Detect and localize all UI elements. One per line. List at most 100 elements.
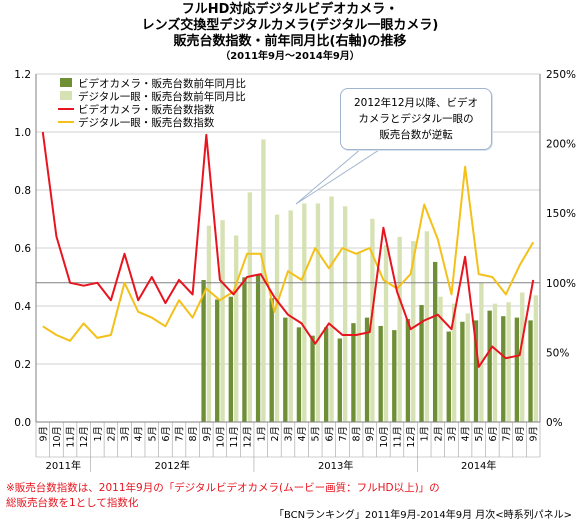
bar-dslr-yoy — [411, 241, 416, 422]
x-year-label: 2013年 — [318, 459, 353, 472]
bar-dslr-yoy — [438, 296, 443, 422]
bar-video-yoy — [487, 310, 492, 422]
x-tick-label: 11月 — [66, 426, 77, 448]
bar-video-yoy — [337, 338, 342, 422]
bar-dslr-yoy — [492, 303, 498, 422]
y-right-tick-label: 250% — [546, 69, 576, 81]
legend-swatch — [60, 91, 72, 100]
x-tick-label: 2月 — [270, 426, 281, 442]
bar-video-yoy — [201, 280, 206, 422]
bar-dslr-yoy — [206, 225, 212, 422]
bar-video-yoy — [324, 327, 329, 422]
annotation-line-2: カメラとデジタル一眼の — [358, 113, 474, 125]
bar-dslr-yoy — [234, 235, 239, 422]
bar-video-yoy — [255, 274, 261, 422]
y-left-tick-label: 0.0 — [14, 417, 31, 429]
x-tick-label: 11月 — [229, 426, 240, 448]
footnote-line-1: ※販売台数指数は、2011年9月の「デジタルビデオカメラ(ムービー画質：フルHD… — [6, 482, 440, 494]
bar-video-yoy — [473, 320, 479, 422]
x-year-label: 2011年 — [46, 459, 81, 472]
bar-video-yoy — [432, 261, 438, 422]
legend-swatch — [60, 78, 72, 87]
x-tick-label: 1月 — [256, 426, 267, 442]
bar-dslr-yoy — [383, 245, 389, 422]
x-tick-label: 7月 — [338, 426, 349, 442]
bar-dslr-yoy — [302, 203, 307, 422]
y-right-tick-label: 50% — [546, 347, 569, 359]
y-right-tick-label: 100% — [546, 278, 576, 290]
x-tick-label: 4月 — [461, 426, 472, 442]
x-tick-label: 8月 — [188, 426, 199, 442]
x-tick-label: 5月 — [311, 426, 322, 442]
bar-dslr-yoy — [397, 236, 402, 422]
bar-dslr-yoy — [520, 292, 525, 422]
bar-dslr-yoy — [479, 282, 484, 422]
y-left-tick-label: 0.4 — [14, 301, 31, 313]
y-left-tick-label: 1.2 — [14, 69, 31, 81]
x-tick-label: 7月 — [175, 426, 186, 442]
x-tick-label: 2月 — [106, 426, 117, 442]
bar-video-yoy — [419, 305, 424, 422]
annotation-callout: 2012年12月以降、ビデオ カメラとデジタル一眼の 販売台数が逆転 — [340, 88, 492, 150]
footnote: ※販売台数指数は、2011年9月の「デジタルビデオカメラ(ムービー画質：フルHD… — [6, 481, 440, 511]
x-tick-label: 10月 — [52, 426, 63, 448]
title-period: （2011年9月〜2014年9月） — [220, 51, 360, 62]
x-tick-label: 9月 — [365, 426, 376, 442]
bar-video-yoy — [514, 317, 520, 422]
annotation-line-1: 2012年12月以降、ビデオ — [353, 97, 479, 109]
x-tick-label: 8月 — [352, 426, 363, 442]
y-right-tick-label: 150% — [546, 208, 576, 220]
x-tick-label: 8月 — [515, 426, 526, 442]
x-tick-label: 4月 — [297, 426, 308, 442]
bar-video-yoy — [392, 330, 397, 422]
footnote-line-2: 総販売台数を1として指数化 — [6, 497, 139, 509]
chart-title: フルHD対応デジタルビデオカメラ・ レンズ交換型デジタルカメラ(デジタル一眼カメ… — [0, 2, 580, 63]
x-tick-label: 9月 — [202, 426, 213, 442]
y-right-tick-label: 200% — [546, 139, 576, 151]
x-tick-label: 12月 — [79, 426, 90, 448]
line-dslr-index — [42, 165, 535, 342]
bar-video-yoy — [364, 317, 370, 422]
x-tick-label: 6月 — [488, 426, 499, 442]
bar-dslr-yoy — [370, 218, 375, 422]
line-video-index — [41, 131, 535, 368]
x-tick-label: 5月 — [474, 426, 485, 442]
bar-dslr-yoy — [220, 220, 225, 422]
bar-dslr-yoy — [261, 139, 266, 422]
bar-video-yoy — [460, 321, 465, 422]
legend-label: ビデオカメラ・販売台数指数 — [78, 103, 215, 116]
x-tick-label: 3月 — [284, 426, 295, 442]
bar-dslr-yoy — [506, 302, 511, 422]
x-tick-label: 6月 — [161, 426, 172, 442]
bar-video-yoy — [351, 323, 356, 422]
x-tick-label: 1月 — [93, 426, 104, 442]
x-tick-label: 9月 — [529, 426, 540, 442]
bar-dslr-yoy — [274, 214, 280, 422]
bar-dslr-yoy — [424, 231, 430, 422]
bar-video-yoy — [528, 320, 533, 422]
x-tick-label: 10月 — [215, 426, 226, 448]
legend-label: デジタル一眼・販売台数前年同月比 — [78, 90, 246, 103]
x-tick-label: 1月 — [420, 426, 431, 442]
x-tick-label: 9月 — [38, 426, 49, 442]
bar-video-yoy — [296, 327, 302, 422]
bar-video-yoy — [446, 331, 451, 422]
x-tick-label: 7月 — [501, 426, 512, 442]
y-right-tick-label: 0% — [546, 417, 563, 429]
bar-dslr-yoy — [329, 196, 334, 422]
bar-dslr-yoy — [465, 313, 470, 422]
bar-dslr-yoy — [533, 295, 539, 422]
bar-dslr-yoy — [356, 252, 361, 422]
bar-video-yoy — [242, 277, 247, 422]
bar-video-yoy — [269, 298, 274, 422]
bar-dslr-yoy — [342, 206, 348, 422]
bar-video-yoy — [501, 316, 506, 422]
bar-dslr-yoy — [451, 303, 457, 422]
y-left-tick-label: 0.6 — [14, 243, 31, 255]
y-left-tick-label: 0.2 — [14, 359, 31, 371]
bar-video-yoy — [310, 335, 315, 422]
x-tick-label: 12月 — [243, 426, 254, 448]
x-tick-label: 5月 — [147, 426, 158, 442]
callout-pointer — [295, 147, 384, 205]
